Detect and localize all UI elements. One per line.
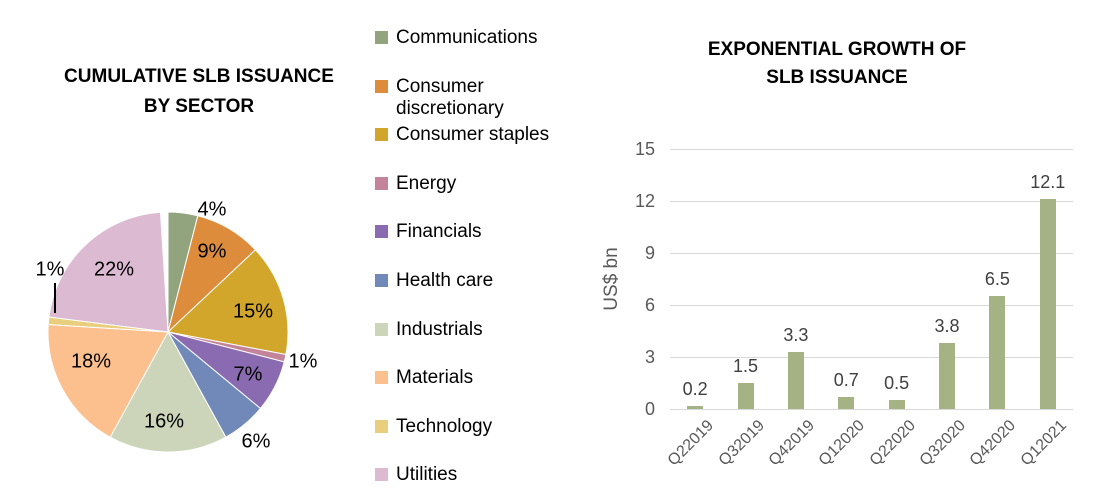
pie-data-label: 15% <box>232 300 274 323</box>
legend-label: Technology <box>396 415 493 437</box>
bar-q12020 <box>838 396 855 409</box>
y-tick-label: 12 <box>634 191 655 211</box>
gridline <box>670 149 1073 150</box>
legend-swatch <box>375 128 388 142</box>
legend-label: Financials <box>396 221 482 243</box>
gridline <box>670 253 1073 254</box>
pie-data-label: 22% <box>93 258 135 281</box>
pie-chart-title-line2: BY SECTOR <box>143 96 255 117</box>
pie-data-label: 18% <box>70 350 112 373</box>
y-tick-label: 15 <box>634 139 655 159</box>
bar-chart-title: EXPONENTIAL GROWTH OF SLB ISSUANCE <box>657 36 1017 92</box>
legend-swatch <box>375 31 388 44</box>
bar-q42019 <box>787 351 804 409</box>
pie-chart-title: CUMULATIVE SLB ISSUANCE BY SECTOR <box>32 62 366 122</box>
bar-data-label: 1.5 <box>733 356 759 376</box>
legend-item-communications: Communications <box>375 27 557 49</box>
legend-label: Energy <box>396 172 457 194</box>
legend-item-financials: Financials <box>375 221 557 243</box>
pie-slice-consumer-staples <box>166 249 289 356</box>
bar-data-label: 12.1 <box>1030 172 1066 193</box>
pie-data-label: 9% <box>197 240 227 263</box>
legend-label: Consumer discretionary <box>396 75 504 119</box>
bar-data-label: 0.7 <box>833 369 859 390</box>
legend-label: Industrials <box>396 318 483 340</box>
bar-data-label: 3.8 <box>934 316 960 337</box>
legend-label: Materials <box>396 367 474 389</box>
legend-swatch <box>375 371 388 385</box>
legend-label: Utilities <box>396 464 458 486</box>
gridline <box>670 305 1073 306</box>
pie-data-label: 16% <box>143 410 185 433</box>
legend-label: Communications <box>396 27 538 48</box>
bar-q22019 <box>687 405 704 409</box>
y-tick-label: 3 <box>644 347 655 367</box>
legend-item-health-care: Health care <box>375 270 557 292</box>
x-axis-line <box>670 409 1073 410</box>
y-tick-label: 9 <box>644 243 655 263</box>
bar-chart-title-line1: EXPONENTIAL GROWTH OF <box>707 39 967 60</box>
legend-swatch <box>375 79 388 93</box>
legend-swatch <box>375 176 388 190</box>
legend-swatch <box>375 419 388 433</box>
legend-item-materials: Materials <box>375 367 557 389</box>
bar-data-label: 3.3 <box>783 324 809 345</box>
bar-q32020 <box>939 343 956 409</box>
y-tick-label: 6 <box>644 295 655 315</box>
legend-item-industrials: Industrials <box>375 319 557 341</box>
legend-label: Consumer staples <box>396 124 550 146</box>
pie-slice-utilities <box>48 211 169 333</box>
legend-swatch <box>375 322 388 336</box>
bar-q42020 <box>989 296 1006 409</box>
bar-data-label: 0.5 <box>884 373 910 394</box>
legend-swatch <box>375 468 388 482</box>
pie-slice-industrials <box>109 330 227 453</box>
bar-chart-title-line2: SLB ISSUANCE <box>766 67 908 88</box>
pie-data-label: 1% <box>288 350 318 373</box>
bar-q22020 <box>888 400 905 409</box>
y-tick-label: 0 <box>644 399 655 419</box>
legend-item-utilities: Utilities <box>375 464 557 486</box>
legend-item-consumer-discretionary: Consumer discretionary <box>375 76 557 120</box>
legend-item-consumer-staples: Consumer staples <box>375 124 557 146</box>
gridline <box>670 201 1073 202</box>
legend-swatch <box>375 274 388 287</box>
bar-data-label: 0.2 <box>682 378 708 399</box>
bar-q12021 <box>1039 199 1056 409</box>
pie-callout-line <box>54 283 56 313</box>
legend-item-energy: Energy <box>375 173 557 195</box>
pie-slice-materials <box>47 323 169 438</box>
legend-label: Health care <box>396 270 494 291</box>
bar-q32019 <box>737 383 754 409</box>
bar-data-label: 6.5 <box>984 269 1010 290</box>
pie-chart-title-line1: CUMULATIVE SLB ISSUANCE <box>64 66 334 87</box>
gridline <box>670 357 1073 358</box>
legend-swatch <box>375 225 388 239</box>
pie-data-label: 7% <box>233 363 263 386</box>
pie-chart <box>47 211 289 453</box>
legend-item-technology: Technology <box>375 416 557 438</box>
pie-data-label: 1% <box>35 258 65 281</box>
pie-data-label: 6% <box>241 430 271 453</box>
pie-data-label: 4% <box>197 198 227 221</box>
